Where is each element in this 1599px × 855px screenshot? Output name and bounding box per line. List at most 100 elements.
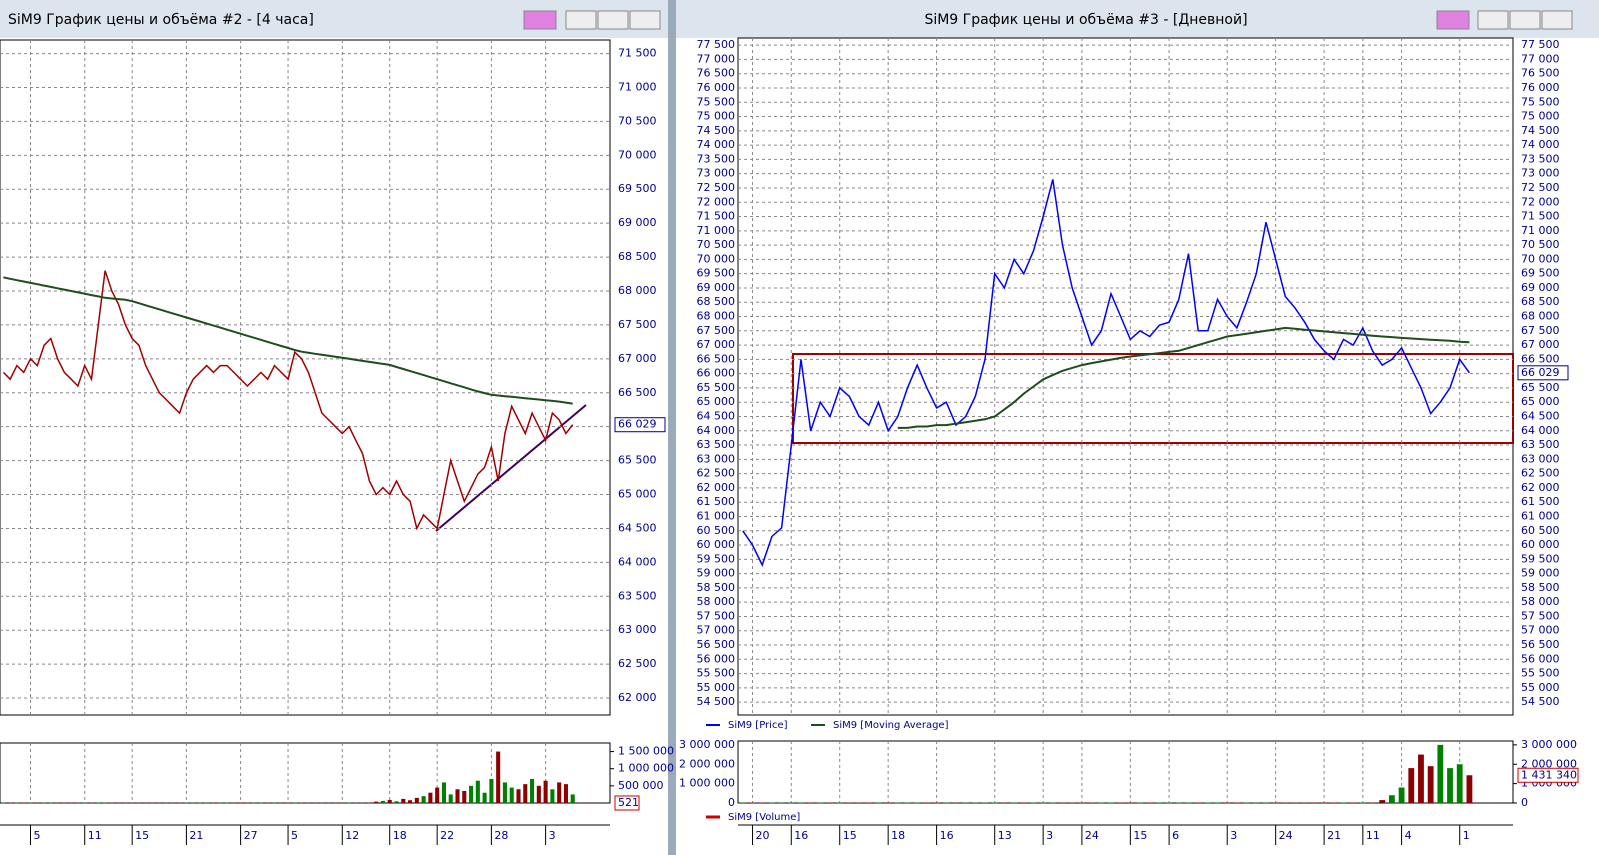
y-tick-label: 68 500: [697, 295, 736, 308]
y-tick-label: 57 500: [1521, 609, 1560, 622]
y-tick-label: 66 500: [618, 386, 657, 399]
close-button[interactable]: [1541, 10, 1573, 30]
volume-bar: [225, 802, 230, 804]
volume-bar: [245, 802, 250, 804]
volume-bar: [798, 802, 804, 804]
volume-bar: [1204, 802, 1211, 804]
close-button[interactable]: [629, 10, 661, 30]
link-button[interactable]: [523, 10, 557, 30]
volume-bar: [933, 802, 940, 804]
window-title: SiM9 График цены и объёма #2 - [4 часа]: [8, 12, 314, 28]
window-title: SiM9 График цены и объёма #3 - [Дневной]: [924, 12, 1247, 28]
y-tick-label: 72 000: [1521, 195, 1560, 208]
volume-bar: [157, 802, 162, 804]
volume-bar: [1466, 775, 1473, 803]
y-tick-label: 60 500: [697, 524, 736, 537]
y-tick-label: 54 500: [1521, 695, 1560, 708]
y-tick-label: 55 500: [1521, 667, 1560, 680]
volume-bar: [509, 787, 514, 803]
y-tick-label: 62 500: [1521, 467, 1560, 480]
maximize-button[interactable]: [1509, 10, 1541, 30]
price-line: [742, 179, 1471, 567]
volume-bar: [557, 782, 562, 803]
volume-bar: [807, 802, 814, 804]
volume-bar: [96, 802, 101, 804]
last-volume-label: 521: [618, 796, 639, 809]
volume-bar: [1069, 802, 1076, 804]
y-tick-label: 56 000: [697, 652, 736, 665]
y-tick-label: 60 000: [1521, 538, 1560, 551]
last-volume-box: [1517, 767, 1579, 783]
volume-bar: [570, 794, 575, 803]
y-tick-label: 63 000: [618, 623, 657, 636]
volume-bar: [563, 784, 568, 803]
volume-bar: [1301, 802, 1308, 804]
y-tick-label: 72 000: [697, 195, 736, 208]
volume-bar: [1359, 802, 1366, 804]
y-tick-label: 64 000: [618, 555, 657, 568]
volume-bar: [1253, 802, 1260, 804]
window-left: [0, 0, 668, 855]
volume-bar: [231, 802, 236, 804]
volume-bar: [89, 802, 94, 804]
link-button[interactable]: [1436, 10, 1470, 30]
y-tick-label: 69 500: [618, 182, 657, 195]
volume-bar: [1020, 802, 1027, 804]
volume-bar: [769, 802, 775, 804]
y-tick-label: 58 500: [1521, 581, 1560, 594]
y-tick-label: 72 500: [697, 181, 736, 194]
y-tick-label: 71 000: [618, 80, 657, 93]
last-price-label: 66 029: [618, 418, 657, 431]
volume-bar: [749, 802, 756, 804]
minimize-button[interactable]: [565, 10, 597, 30]
x-tick-label: 21: [189, 829, 203, 842]
legend-label: SiM9 [Moving Average]: [833, 720, 949, 731]
y-tick-label: 62 500: [697, 467, 736, 480]
y-tick-label: 65 000: [697, 395, 736, 408]
last-price-label: 66 029: [1521, 366, 1560, 379]
volume-bar: [739, 802, 746, 804]
x-tick-label: 15: [1133, 829, 1147, 842]
y-tick-label: 71 500: [618, 47, 657, 60]
volume-bar: [448, 794, 453, 803]
volume-bar: [1398, 787, 1405, 803]
y-tick-label: 70 500: [618, 114, 657, 127]
y-tick-label: 59 500: [1521, 552, 1560, 565]
volume-bar: [904, 802, 911, 804]
x-tick-label: 21: [1327, 829, 1341, 842]
volume-bar: [408, 800, 413, 803]
volume-bar: [455, 789, 460, 803]
volume-bar: [1098, 802, 1105, 804]
volume-tick-label: 1 500 000: [618, 745, 674, 758]
y-tick-label: 76 000: [1521, 81, 1560, 94]
volume-bar: [1224, 802, 1231, 804]
volume-bar: [401, 798, 406, 803]
y-tick-label: 66 500: [1521, 352, 1560, 365]
volume-bar: [150, 802, 155, 804]
x-tick-label: 18: [891, 829, 905, 842]
volume-bar: [272, 802, 277, 804]
y-tick-label: 58 500: [697, 581, 736, 594]
y-tick-label: 77 500: [1521, 38, 1560, 51]
volume-bar: [170, 802, 175, 804]
volume-bar: [103, 802, 108, 804]
splitter: [668, 0, 676, 855]
maximize-button[interactable]: [597, 10, 629, 30]
volume-bar: [489, 779, 494, 803]
volume-tick-label: 3 000 000: [1521, 738, 1577, 751]
y-tick-label: 56 500: [697, 638, 736, 651]
y-tick-label: 67 500: [618, 318, 657, 331]
last-volume-label: 1 431 340: [1521, 768, 1577, 781]
volume-bar: [286, 802, 291, 804]
x-tick-label: 13: [998, 829, 1012, 842]
volume-bar: [1185, 802, 1192, 804]
y-tick-label: 73 500: [697, 152, 736, 165]
y-tick-label: 75 500: [697, 95, 736, 108]
y-tick-label: 58 000: [697, 595, 736, 608]
minimize-button[interactable]: [1477, 10, 1509, 30]
volume-bar: [914, 802, 921, 804]
y-tick-label: 66 500: [697, 352, 736, 365]
volume-bar: [924, 802, 930, 804]
y-tick-label: 55 000: [1521, 681, 1560, 694]
ma-line: [897, 326, 1470, 429]
